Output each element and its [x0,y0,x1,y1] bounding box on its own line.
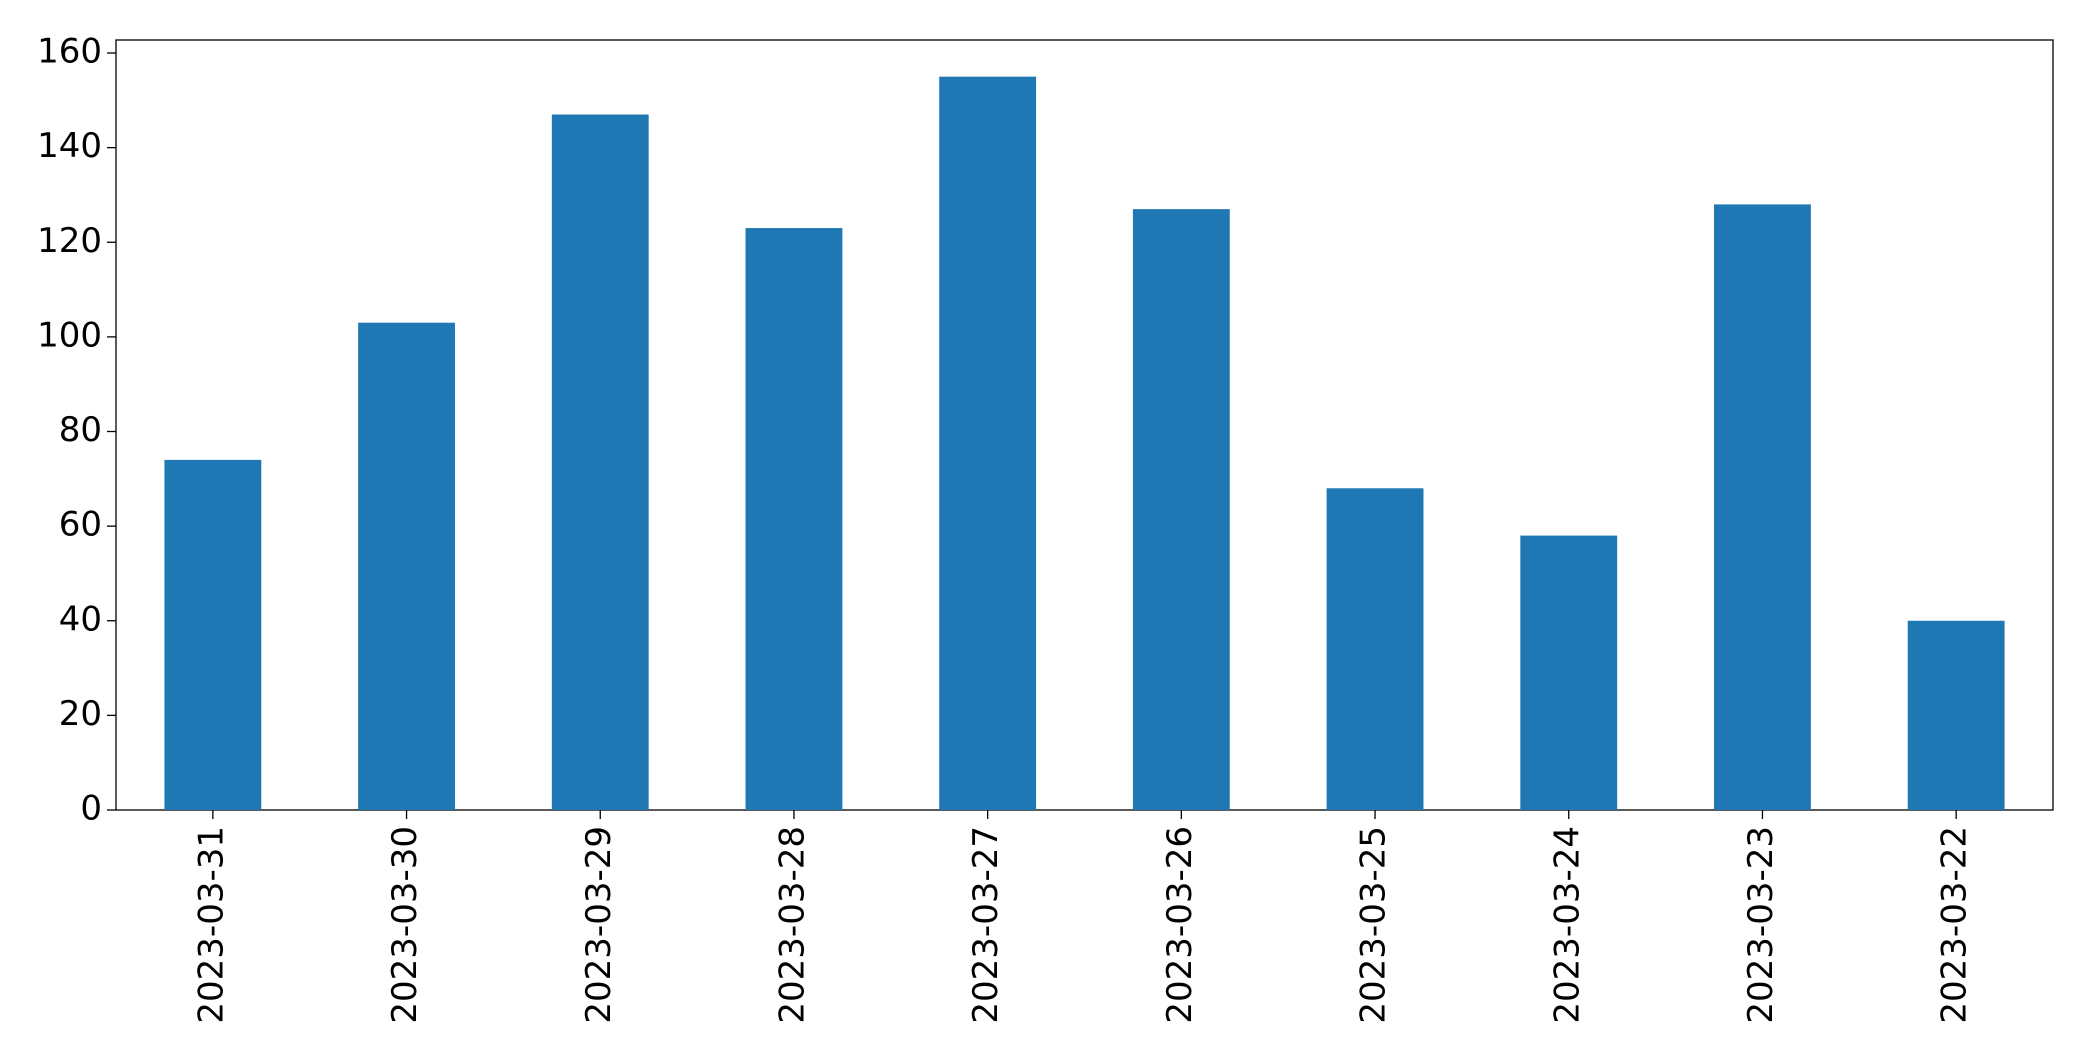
y-tick-label: 80 [59,410,102,450]
x-tick-label: 2023-03-28 [772,826,812,1024]
x-tick-label: 2023-03-22 [1935,826,1975,1024]
y-tick-label: 160 [37,32,102,72]
bar [939,76,1037,810]
y-tick-label: 140 [37,126,102,166]
y-tick-label: 100 [37,315,102,355]
y-tick-label: 40 [59,599,102,639]
bar [1714,204,1811,811]
x-tick-label: 2023-03-26 [1160,826,1200,1024]
x-tick-label: 2023-03-29 [579,826,619,1024]
axes-frame [115,39,2054,811]
bar [1326,488,1424,810]
x-tick-label: 2023-03-23 [1741,826,1781,1024]
x-tick-label: 2023-03-25 [1354,826,1394,1024]
bar [745,228,843,810]
x-tick-label: 2023-03-27 [966,826,1006,1024]
y-tick-label: 0 [80,789,102,829]
bar [358,322,455,810]
y-tick-label: 20 [59,694,102,734]
bar [1520,535,1618,810]
bar [551,114,649,811]
x-tick-label: 2023-03-30 [385,826,425,1024]
y-tick-label: 60 [59,505,102,545]
x-tick-label: 2023-03-24 [1547,826,1587,1024]
bar [1132,209,1230,811]
bar [164,459,262,810]
y-tick-label: 120 [37,221,102,261]
bar [1907,620,2005,810]
x-tick-label: 2023-03-31 [191,826,231,1024]
